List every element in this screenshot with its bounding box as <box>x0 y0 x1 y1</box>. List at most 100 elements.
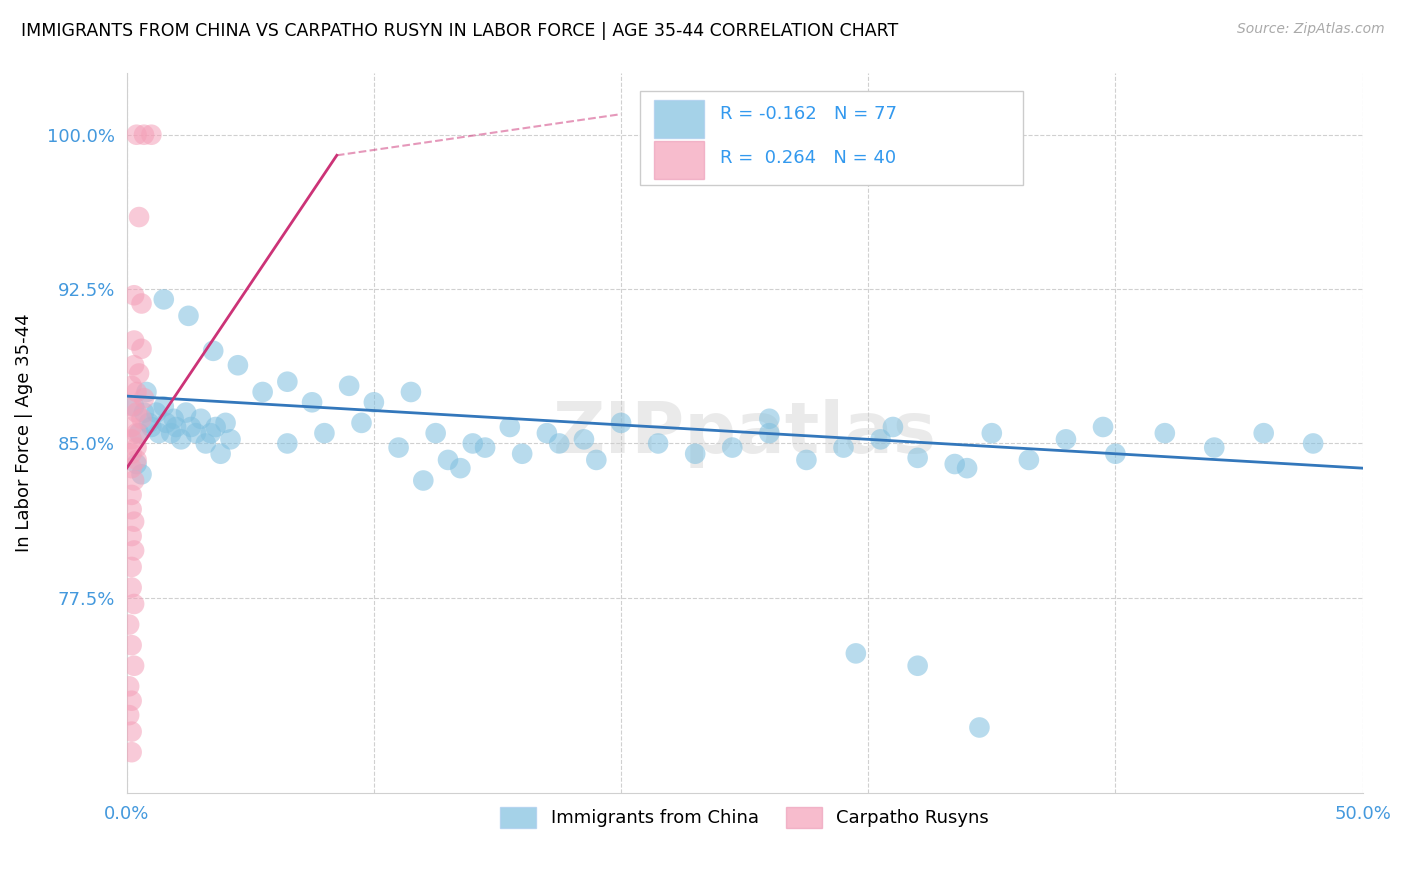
Point <box>412 474 434 488</box>
Point <box>1104 447 1126 461</box>
Point <box>132 128 155 142</box>
Point <box>980 426 1002 441</box>
Point <box>121 379 143 393</box>
Point <box>387 441 409 455</box>
Point <box>832 441 855 455</box>
Point <box>1092 420 1115 434</box>
Point <box>118 708 141 723</box>
Point <box>1054 433 1077 447</box>
Point <box>128 367 150 381</box>
Point <box>141 420 163 434</box>
Point <box>131 342 153 356</box>
Point <box>174 406 197 420</box>
Y-axis label: In Labor Force | Age 35-44: In Labor Force | Age 35-44 <box>15 314 32 552</box>
Point <box>121 529 143 543</box>
Point <box>226 358 249 372</box>
Point <box>170 433 193 447</box>
Point <box>969 721 991 735</box>
Point <box>943 457 966 471</box>
Point <box>121 502 143 516</box>
Point <box>121 694 143 708</box>
Point <box>132 391 155 405</box>
Point <box>121 433 143 447</box>
Point <box>131 467 153 482</box>
Point <box>125 128 148 142</box>
Point <box>1153 426 1175 441</box>
Point <box>204 420 226 434</box>
Point <box>121 488 143 502</box>
Point <box>180 420 202 434</box>
Point <box>122 543 145 558</box>
Point <box>135 384 157 399</box>
Point <box>845 647 868 661</box>
Point <box>125 406 148 420</box>
Point <box>214 416 236 430</box>
Point <box>461 436 484 450</box>
Point <box>610 416 633 430</box>
Point <box>145 406 167 420</box>
Point <box>121 560 143 574</box>
Text: R = -0.162   N = 77: R = -0.162 N = 77 <box>720 105 897 123</box>
Point <box>796 453 818 467</box>
Point <box>138 416 160 430</box>
Point <box>128 426 150 441</box>
Point <box>128 210 150 224</box>
Point <box>163 411 186 425</box>
Point <box>160 426 183 441</box>
Point <box>363 395 385 409</box>
Point <box>122 474 145 488</box>
Point <box>510 447 533 461</box>
Point <box>314 426 336 441</box>
Point <box>152 400 174 414</box>
Point <box>165 420 187 434</box>
Point <box>474 441 496 455</box>
Point <box>121 581 143 595</box>
Point <box>907 450 929 465</box>
Point <box>121 745 143 759</box>
Point <box>758 411 780 425</box>
Legend: Immigrants from China, Carpatho Rusyns: Immigrants from China, Carpatho Rusyns <box>494 799 997 835</box>
FancyBboxPatch shape <box>654 101 704 137</box>
Text: ZIPpatlas: ZIPpatlas <box>553 399 936 467</box>
Text: Source: ZipAtlas.com: Source: ZipAtlas.com <box>1237 22 1385 37</box>
Point <box>125 426 148 441</box>
Point <box>758 426 780 441</box>
Point <box>121 724 143 739</box>
Point <box>337 379 360 393</box>
Point <box>122 400 145 414</box>
Point <box>882 420 904 434</box>
Point <box>399 384 422 399</box>
Point <box>276 436 298 450</box>
FancyBboxPatch shape <box>654 142 704 179</box>
Point <box>152 293 174 307</box>
Point <box>1302 436 1324 450</box>
Point <box>148 426 170 441</box>
Point <box>122 288 145 302</box>
Point <box>1204 441 1226 455</box>
Point <box>683 447 706 461</box>
Point <box>125 441 148 455</box>
Point <box>548 436 571 450</box>
Point <box>121 420 143 434</box>
Point <box>121 638 143 652</box>
Point <box>209 447 232 461</box>
Point <box>449 461 471 475</box>
Point <box>276 375 298 389</box>
Point <box>131 411 153 425</box>
Point <box>131 296 153 310</box>
Point <box>350 416 373 430</box>
Point <box>437 453 460 467</box>
Point <box>907 658 929 673</box>
Point <box>125 457 148 471</box>
Point <box>122 515 145 529</box>
Point <box>125 384 148 399</box>
FancyBboxPatch shape <box>640 91 1022 185</box>
Point <box>1253 426 1275 441</box>
Point <box>219 433 242 447</box>
Text: R =  0.264   N = 40: R = 0.264 N = 40 <box>720 149 896 167</box>
Point <box>956 461 979 475</box>
Point <box>572 433 595 447</box>
Point <box>122 658 145 673</box>
Point <box>121 461 143 475</box>
Point <box>721 441 744 455</box>
